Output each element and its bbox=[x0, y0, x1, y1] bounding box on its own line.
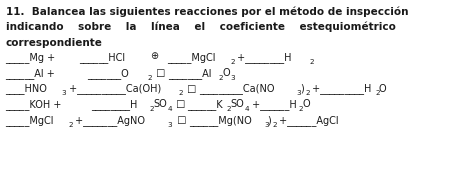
Text: +________H: +________H bbox=[234, 52, 291, 63]
Text: +______AgCl: +______AgCl bbox=[276, 115, 339, 126]
Text: _______Al: _______Al bbox=[169, 68, 212, 79]
Text: 3: 3 bbox=[297, 90, 301, 96]
Text: +__________Ca(OH): +__________Ca(OH) bbox=[66, 84, 161, 95]
Text: ______Mg(NO: ______Mg(NO bbox=[189, 115, 252, 126]
Text: +______H: +______H bbox=[249, 99, 296, 110]
Text: 3: 3 bbox=[231, 75, 235, 81]
Text: 3: 3 bbox=[62, 90, 66, 96]
Text: O: O bbox=[222, 68, 230, 78]
Text: ____HNO: ____HNO bbox=[5, 84, 46, 95]
Text: 2: 2 bbox=[68, 122, 73, 128]
Text: O: O bbox=[379, 84, 386, 93]
Text: 2: 2 bbox=[230, 59, 235, 65]
Text: □: □ bbox=[173, 99, 185, 109]
Text: ________H: ________H bbox=[91, 99, 137, 110]
Text: 2: 2 bbox=[150, 106, 154, 112]
Text: O: O bbox=[302, 99, 310, 109]
Text: _________Ca(NO: _________Ca(NO bbox=[199, 84, 275, 95]
Text: +_______AgNO: +_______AgNO bbox=[72, 115, 145, 126]
Text: _____Mg +: _____Mg + bbox=[5, 52, 55, 63]
Text: □: □ bbox=[171, 115, 187, 125]
Text: 2: 2 bbox=[218, 75, 223, 81]
Text: ______HCl: ______HCl bbox=[79, 52, 125, 63]
Text: _____MgCl: _____MgCl bbox=[167, 52, 215, 63]
Text: 3: 3 bbox=[167, 122, 172, 128]
Text: 2: 2 bbox=[273, 122, 277, 128]
Text: _____MgCl: _____MgCl bbox=[5, 115, 53, 126]
Text: □: □ bbox=[184, 84, 196, 93]
Text: ______Al +: ______Al + bbox=[5, 68, 54, 79]
Text: □: □ bbox=[153, 68, 165, 78]
Text: correspondiente: correspondiente bbox=[6, 38, 102, 48]
Text: 4: 4 bbox=[245, 106, 250, 112]
Text: _______O: _______O bbox=[87, 68, 129, 79]
Text: 3: 3 bbox=[264, 122, 269, 128]
Text: SO: SO bbox=[154, 99, 168, 109]
Text: ⊕: ⊕ bbox=[150, 51, 159, 61]
Text: ): ) bbox=[300, 84, 304, 93]
Text: indicando    sobre    la    línea    el    coeficiente    estequiométrico: indicando sobre la línea el coeficiente … bbox=[6, 22, 395, 33]
Text: 2: 2 bbox=[306, 90, 310, 96]
Text: 2: 2 bbox=[375, 90, 380, 96]
Text: +_________H: +_________H bbox=[309, 84, 372, 95]
Text: 2: 2 bbox=[147, 75, 152, 81]
Text: 2: 2 bbox=[299, 106, 303, 112]
Text: 2: 2 bbox=[178, 90, 183, 96]
Text: ): ) bbox=[268, 115, 271, 125]
Text: 11.  Balancea las siguientes reacciones por el método de inspección: 11. Balancea las siguientes reacciones p… bbox=[6, 6, 408, 17]
Text: ______K: ______K bbox=[188, 99, 223, 110]
Text: 4: 4 bbox=[168, 106, 173, 112]
Text: SO: SO bbox=[231, 99, 244, 109]
Text: 2: 2 bbox=[227, 106, 232, 112]
Text: 2: 2 bbox=[309, 59, 314, 65]
Text: _____KOH +: _____KOH + bbox=[5, 99, 61, 110]
